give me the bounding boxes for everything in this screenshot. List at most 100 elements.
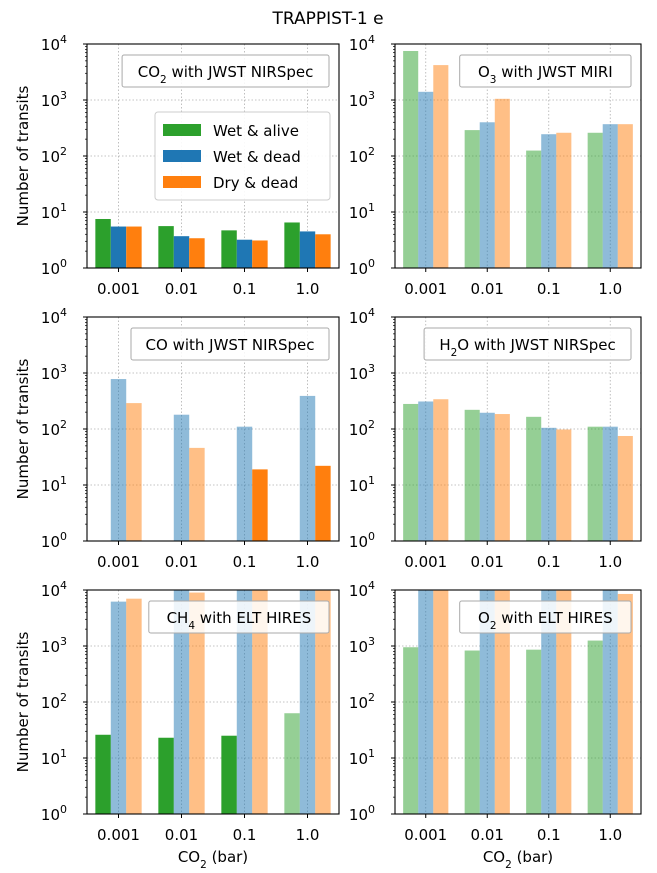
legend-label: Wet & dead [213, 148, 301, 166]
bar [494, 590, 510, 814]
legend-label: Wet & alive [213, 122, 299, 140]
y-tick-label: 100 [349, 257, 375, 278]
y-tick-label: 104 [41, 33, 67, 54]
y-tick-label: 103 [41, 89, 67, 110]
bar [315, 590, 331, 814]
x-axis-label: CO2 (bar) [178, 848, 248, 871]
x-tick-label: 0.01 [471, 280, 504, 298]
bar [464, 130, 480, 268]
chart-panel-5: 100 101 102 103 104 0.001 0.01 0.1 1.0 CH4 with E… [14, 579, 340, 871]
legend-swatch [163, 176, 201, 188]
bar [110, 601, 127, 814]
panel-label-box [148, 600, 330, 634]
panel-label: O3 with JWST MIRI [478, 63, 613, 86]
bar [494, 98, 510, 268]
panel-label: CO2 with JWST NIRSpec [138, 63, 314, 86]
legend-swatch [163, 124, 201, 136]
y-tick-label: 104 [349, 306, 375, 327]
y-tick-label: 100 [349, 803, 375, 824]
bar [299, 231, 316, 268]
y-tick-label: 102 [41, 691, 67, 712]
panel-label: H2O with JWST NIRSpec [439, 336, 615, 359]
x-tick-label: 0.1 [233, 280, 257, 298]
x-tick-label: 1.0 [296, 553, 320, 571]
bar [479, 412, 495, 541]
bar [541, 427, 557, 541]
y-tick-label: 103 [349, 89, 375, 110]
bar [433, 399, 449, 541]
figure-title: TRAPPIST-1 e [271, 9, 383, 29]
bar [284, 713, 300, 814]
bar [315, 234, 331, 268]
bar [252, 590, 268, 814]
bar [299, 395, 316, 541]
chart-panel-6: 100 101 102 103 104 0.001 0.01 0.1 1.0 O2 with EL… [349, 579, 642, 871]
x-tick-label: 1.0 [296, 280, 320, 298]
y-axis-label: Number of transits [14, 85, 32, 226]
x-tick-label: 0.1 [233, 553, 257, 571]
y-tick-label: 102 [349, 691, 375, 712]
x-tick-label: 0.1 [537, 280, 561, 298]
bar [158, 226, 174, 268]
y-tick-label: 100 [41, 257, 67, 278]
bar [189, 447, 205, 541]
bar [418, 91, 434, 268]
y-tick-label: 104 [41, 579, 67, 600]
bar [433, 590, 449, 814]
chart-panel-4: 100 101 102 103 104 0.001 0.01 0.1 1.0 H2O with J… [349, 306, 642, 571]
bar [173, 236, 190, 268]
bar [315, 465, 331, 541]
bar [418, 590, 434, 814]
x-tick-label: 0.001 [97, 826, 140, 844]
y-tick-label: 103 [41, 635, 67, 656]
bar [95, 218, 111, 268]
bar [587, 640, 603, 814]
y-tick-label: 102 [349, 145, 375, 166]
x-tick-label: 0.001 [97, 553, 140, 571]
bar [494, 414, 510, 541]
y-tick-label: 103 [41, 362, 67, 383]
bar [252, 240, 268, 268]
panel-label: CO with JWST NIRSpec [146, 336, 315, 354]
bar [236, 239, 253, 268]
bar [556, 590, 572, 814]
legend: Wet & alive Wet & dead Dry & dead [154, 111, 331, 201]
bar [403, 647, 419, 814]
panel-label-box [459, 54, 632, 88]
bar [126, 598, 142, 814]
x-tick-label: 0.001 [404, 826, 447, 844]
x-tick-label: 0.001 [97, 280, 140, 298]
bar [526, 416, 542, 541]
x-tick-label: 0.01 [165, 826, 198, 844]
x-tick-label: 0.001 [404, 280, 447, 298]
bar [126, 226, 142, 268]
panel-label-box [130, 327, 330, 361]
bar [587, 132, 603, 268]
y-axis-label: Number of transits [14, 358, 32, 499]
bar [252, 469, 268, 541]
bar [189, 592, 205, 814]
chart-panel-3: 100 101 102 103 104 0.001 0.01 0.1 1.0 CO with JW… [14, 306, 340, 571]
y-tick-label: 102 [349, 418, 375, 439]
bar [110, 379, 127, 541]
bar [299, 590, 316, 814]
bar [479, 122, 495, 268]
x-tick-label: 0.001 [404, 553, 447, 571]
bar [433, 65, 449, 268]
x-tick-label: 0.1 [537, 553, 561, 571]
x-tick-label: 1.0 [598, 553, 622, 571]
bar [403, 50, 419, 269]
y-tick-label: 101 [349, 474, 375, 495]
bar [110, 226, 127, 268]
panel-label: O2 with ELT HIRES [478, 609, 613, 632]
bar [602, 124, 618, 269]
y-tick-label: 102 [41, 418, 67, 439]
y-tick-label: 103 [349, 635, 375, 656]
bar [158, 737, 174, 814]
bar [479, 590, 495, 814]
y-tick-label: 102 [41, 145, 67, 166]
x-tick-label: 1.0 [598, 826, 622, 844]
bar [418, 401, 434, 541]
y-tick-label: 103 [349, 362, 375, 383]
